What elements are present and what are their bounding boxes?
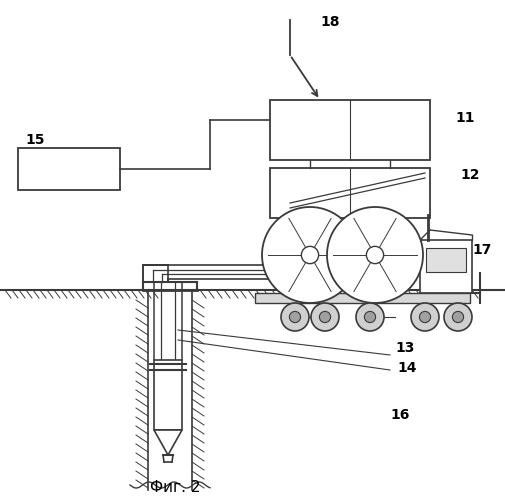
Bar bbox=[419, 240, 471, 293]
Circle shape bbox=[289, 312, 300, 322]
Text: 12: 12 bbox=[459, 168, 479, 182]
Text: 15: 15 bbox=[25, 133, 44, 147]
Circle shape bbox=[451, 312, 463, 322]
Circle shape bbox=[443, 303, 471, 331]
Circle shape bbox=[311, 303, 338, 331]
Circle shape bbox=[319, 312, 330, 322]
Text: 11: 11 bbox=[454, 111, 474, 125]
Bar bbox=[270, 168, 429, 218]
Text: 18: 18 bbox=[319, 15, 339, 29]
Bar bbox=[270, 100, 429, 160]
Text: 17: 17 bbox=[471, 243, 490, 257]
Text: 14: 14 bbox=[396, 361, 416, 375]
Circle shape bbox=[356, 303, 383, 331]
Polygon shape bbox=[154, 430, 182, 455]
Circle shape bbox=[364, 312, 375, 322]
Circle shape bbox=[326, 207, 422, 303]
Circle shape bbox=[301, 246, 318, 264]
Circle shape bbox=[262, 207, 358, 303]
Text: Фиг. 2: Фиг. 2 bbox=[149, 480, 200, 495]
Bar bbox=[18, 148, 120, 190]
Bar bbox=[255, 293, 469, 303]
Text: 16: 16 bbox=[389, 408, 409, 422]
Circle shape bbox=[366, 246, 383, 264]
Circle shape bbox=[410, 303, 438, 331]
Circle shape bbox=[280, 303, 309, 331]
Circle shape bbox=[419, 312, 430, 322]
Text: 13: 13 bbox=[394, 341, 414, 355]
Bar bbox=[154, 360, 182, 430]
Bar bbox=[425, 248, 465, 272]
